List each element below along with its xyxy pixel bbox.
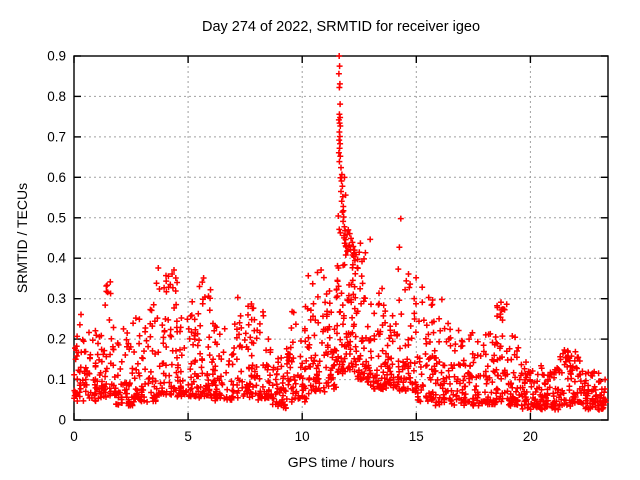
y-tick-label: 0.2 — [47, 332, 66, 347]
y-tick-label: 0.7 — [47, 129, 66, 144]
x-tick-label: 20 — [523, 429, 538, 444]
tick-labels: 0 5 10 15 20 0 0.1 0.2 0.3 0.4 0.5 0.6 0.7 0.8 0.9 — [47, 49, 538, 445]
y-tick-label: 0.5 — [47, 210, 66, 225]
axis-ticks — [73, 55, 608, 421]
y-tick-label: 0.8 — [47, 89, 66, 104]
plot-border — [73, 55, 609, 421]
data-points — [71, 53, 609, 413]
x-tick-label: 15 — [409, 429, 424, 444]
x-tick-label: 10 — [295, 429, 310, 444]
y-tick-label: 0.9 — [47, 49, 66, 64]
y-tick-label: 0.4 — [47, 251, 66, 266]
y-tick-label: 0 — [58, 413, 66, 428]
y-tick-label: 0.3 — [47, 291, 66, 306]
x-tick-label: 5 — [184, 429, 192, 444]
y-axis-label: SRMTID / TECUs — [14, 183, 30, 293]
x-axis-label: GPS time / hours — [288, 454, 395, 470]
gridlines — [74, 56, 608, 420]
y-tick-label: 0.6 — [47, 170, 66, 185]
x-tick-label: 0 — [70, 429, 78, 444]
y-tick-label: 0.1 — [47, 372, 66, 387]
chart-title: Day 274 of 2022, SRMTID for receiver ige… — [202, 19, 480, 35]
